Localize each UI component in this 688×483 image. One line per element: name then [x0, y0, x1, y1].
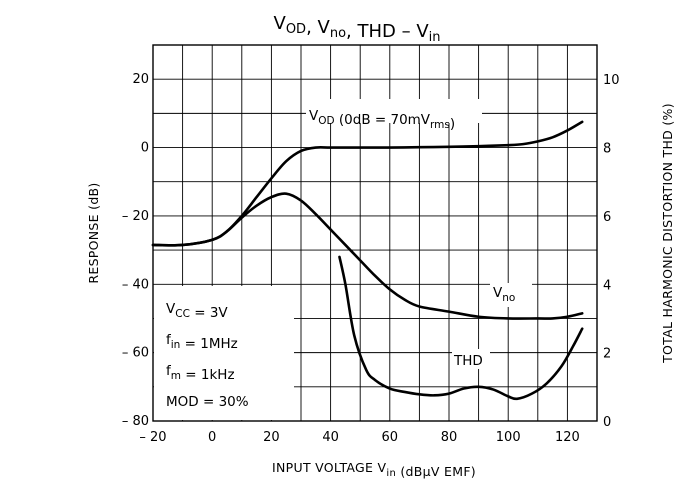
y-right-tick-label: 0: [603, 415, 611, 430]
vod-label-bg: [306, 99, 482, 123]
x-tick-label: 100: [496, 430, 521, 445]
x-tick-label: 40: [322, 430, 339, 445]
thd-label-bg: [452, 349, 490, 369]
x-axis-label: INPUT VOLTAGE Vin (dBμV EMF): [272, 460, 476, 479]
y-right-tick-label: 6: [603, 210, 611, 225]
vno-series-line: [151, 192, 584, 320]
vno-curve-label: Vno: [493, 285, 515, 304]
x-tick-label: 0: [208, 430, 216, 445]
vod-curve-label: VOD (0dB = 70mVrms): [309, 108, 455, 132]
vod-series-line: [151, 120, 584, 247]
thd-series-line: [338, 255, 584, 401]
y-right-tick-label: 10: [603, 73, 620, 88]
y-axis-right-ticks: 10 8 6 4 2 0: [603, 73, 620, 430]
conditions-box: VCC = 3V fin = 1MHz fm = 1kHz MOD = 30%: [166, 301, 249, 410]
y-right-tick-label: 2: [603, 347, 611, 362]
y-axis-left-ticks: 20 0 – 20 – 40 – 60 – 80: [122, 72, 149, 429]
y-left-tick-label: 20: [132, 72, 149, 87]
x-axis-ticks: – 20 0 20 40 60 80 100 120: [139, 430, 579, 445]
y-axis-left-label: RESPONSE (dB): [86, 182, 101, 283]
x-tick-label: 60: [382, 430, 399, 445]
plot-frame: [152, 44, 598, 422]
vno-label-bg: [490, 283, 532, 307]
series-layer: [151, 120, 584, 401]
y-right-tick-label: 8: [603, 142, 611, 157]
y-left-tick-label: – 60: [122, 346, 149, 361]
thd-curve-label: THD: [453, 353, 483, 369]
chart-title: VOD, Vno, THD – Vin: [274, 13, 441, 45]
x-tick-label: 20: [263, 430, 280, 445]
y-left-tick-label: – 80: [122, 414, 149, 429]
x-tick-label: 120: [555, 430, 580, 445]
y-right-tick-label: 4: [603, 278, 611, 293]
conditions-box-bg: [154, 286, 294, 420]
x-tick-label: 80: [441, 430, 458, 445]
condition-line: fin = 1MHz: [166, 332, 238, 352]
condition-line: VCC = 3V: [166, 301, 228, 321]
x-tick-label: – 20: [139, 430, 166, 445]
condition-line: MOD = 30%: [166, 394, 249, 410]
y-left-tick-label: – 40: [122, 277, 149, 292]
y-left-tick-label: 0: [141, 141, 149, 156]
y-axis-right-label: TOTAL HARMONIC DISTORTION THD (%): [660, 103, 675, 364]
y-left-tick-label: – 20: [122, 209, 149, 224]
condition-line: fm = 1kHz: [166, 363, 235, 383]
